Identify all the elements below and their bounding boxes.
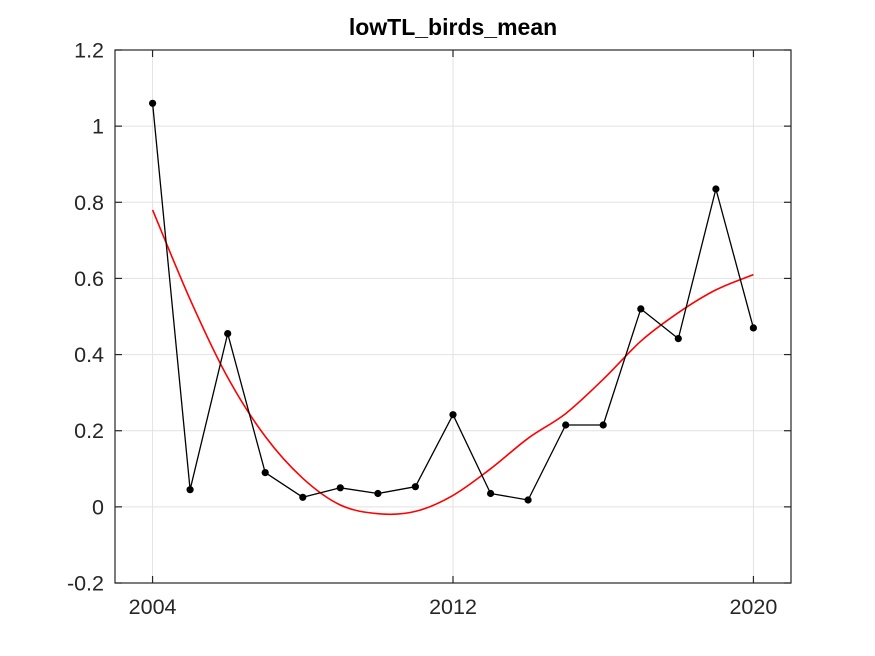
y-tick-label: 0.4 [74, 343, 104, 367]
data-point-marker [637, 305, 645, 313]
x-tick-label: 2020 [729, 595, 777, 619]
smoothed-trend-line [151, 209, 754, 516]
y-tick-label: 0.6 [74, 267, 104, 291]
data-point-marker [562, 421, 570, 429]
data-point-marker [712, 185, 720, 193]
y-tick-label: 1.2 [74, 39, 104, 63]
data-point-marker [599, 421, 607, 429]
data-point-marker [749, 324, 758, 332]
y-tick-label: 1 [92, 115, 104, 139]
data-point-marker [411, 483, 419, 491]
data-point-marker [261, 469, 269, 477]
data-point-marker [449, 411, 457, 419]
y-tick-label: -0.2 [67, 572, 104, 596]
data-point-marker [674, 335, 682, 343]
y-tick-label: 0 [92, 495, 104, 519]
y-tick-label: 0.8 [74, 191, 104, 215]
data-point-marker [524, 496, 532, 504]
data-point-marker [224, 330, 232, 338]
data-point-marker [149, 99, 157, 107]
chart-title: lowTL_birds_mean [348, 14, 558, 40]
y-tick-label: 0.2 [74, 419, 104, 443]
data-point-marker [374, 489, 382, 498]
data-point-marker [336, 484, 344, 492]
data-point-marker [487, 489, 495, 498]
x-tick-label: 2004 [129, 595, 177, 619]
data-point-marker [186, 486, 194, 494]
x-tick-label: 2012 [429, 595, 477, 619]
data-point-marker [299, 493, 307, 501]
